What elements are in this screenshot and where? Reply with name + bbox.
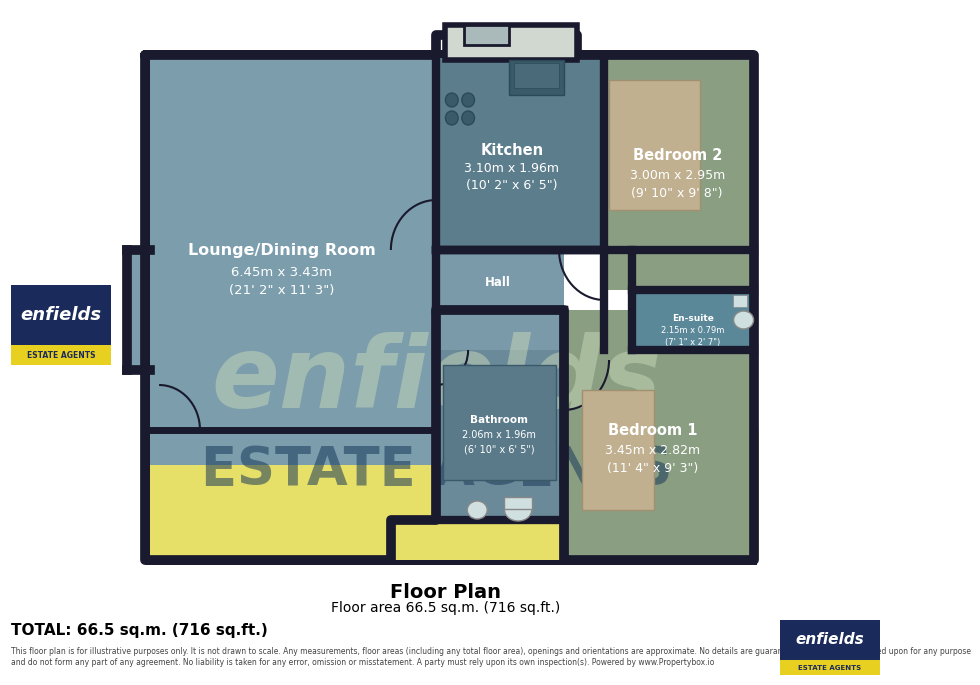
Text: ESTATE AGENTS: ESTATE AGENTS <box>201 444 672 496</box>
Text: Hall: Hall <box>485 275 512 288</box>
Text: 2.15m x 0.79m: 2.15m x 0.79m <box>661 325 724 334</box>
Bar <box>436 55 605 250</box>
Circle shape <box>446 111 458 125</box>
Bar <box>464 25 509 45</box>
Bar <box>127 250 145 370</box>
Text: (11' 4" x 9' 3"): (11' 4" x 9' 3") <box>607 462 699 475</box>
Text: Floor Plan: Floor Plan <box>390 582 501 601</box>
Text: 6.45m x 3.43m: 6.45m x 3.43m <box>231 266 332 279</box>
Bar <box>436 250 564 350</box>
Text: Bedroom 1: Bedroom 1 <box>608 423 698 438</box>
Bar <box>141 430 760 560</box>
Bar <box>514 63 559 88</box>
Text: Kitchen: Kitchen <box>480 142 543 158</box>
Text: Lounge/Dining Room: Lounge/Dining Room <box>188 242 375 258</box>
Text: (21' 2" x 11' 3"): (21' 2" x 11' 3") <box>229 284 334 297</box>
Ellipse shape <box>734 311 754 329</box>
Bar <box>436 350 564 520</box>
Text: enfields: enfields <box>796 632 864 647</box>
Bar <box>509 60 564 95</box>
Bar <box>11 345 111 365</box>
Text: ESTATE AGENTS: ESTATE AGENTS <box>26 351 95 360</box>
Bar <box>780 660 880 675</box>
Bar <box>145 55 436 465</box>
Bar <box>582 390 655 510</box>
Text: En-suite: En-suite <box>671 314 713 323</box>
Text: (9' 10" x 9' 8"): (9' 10" x 9' 8") <box>631 186 723 199</box>
Ellipse shape <box>467 501 487 519</box>
Text: ESTATE AGENTS: ESTATE AGENTS <box>799 665 861 671</box>
Text: 3.45m x 2.82m: 3.45m x 2.82m <box>605 443 701 456</box>
Bar <box>145 50 755 58</box>
Bar <box>564 310 755 560</box>
Circle shape <box>462 111 474 125</box>
Text: This floor plan is for illustrative purposes only. It is not drawn to scale. Any: This floor plan is for illustrative purp… <box>11 647 971 667</box>
Text: (7' 1" x 2' 7"): (7' 1" x 2' 7") <box>665 338 720 347</box>
Text: (6' 10" x 6' 5"): (6' 10" x 6' 5") <box>464 444 534 454</box>
Bar <box>443 365 557 480</box>
Bar <box>11 285 111 365</box>
Text: TOTAL: 66.5 sq.m. (716 sq.ft.): TOTAL: 66.5 sq.m. (716 sq.ft.) <box>11 623 268 638</box>
Text: Floor area 66.5 sq.m. (716 sq.ft.): Floor area 66.5 sq.m. (716 sq.ft.) <box>331 601 560 615</box>
Bar <box>609 80 700 210</box>
Text: 3.00m x 2.95m: 3.00m x 2.95m <box>629 169 725 182</box>
Ellipse shape <box>505 499 532 521</box>
Circle shape <box>446 93 458 107</box>
Text: 2.06m x 1.96m: 2.06m x 1.96m <box>463 430 536 440</box>
Bar <box>145 560 755 565</box>
Text: 3.10m x 1.96m: 3.10m x 1.96m <box>465 162 560 175</box>
Bar <box>632 290 755 350</box>
Text: (10' 2" x 6' 5"): (10' 2" x 6' 5") <box>466 179 558 192</box>
Text: enfields: enfields <box>212 332 662 429</box>
Bar <box>446 25 577 60</box>
Bar <box>780 620 880 675</box>
Bar <box>733 295 747 307</box>
Text: Bedroom 2: Bedroom 2 <box>632 147 722 162</box>
Bar <box>750 55 758 565</box>
Circle shape <box>462 93 474 107</box>
Bar <box>505 497 532 509</box>
Text: Bathroom: Bathroom <box>470 415 528 425</box>
Text: enfields: enfields <box>21 306 102 324</box>
Bar <box>605 55 755 290</box>
Bar <box>145 55 150 560</box>
